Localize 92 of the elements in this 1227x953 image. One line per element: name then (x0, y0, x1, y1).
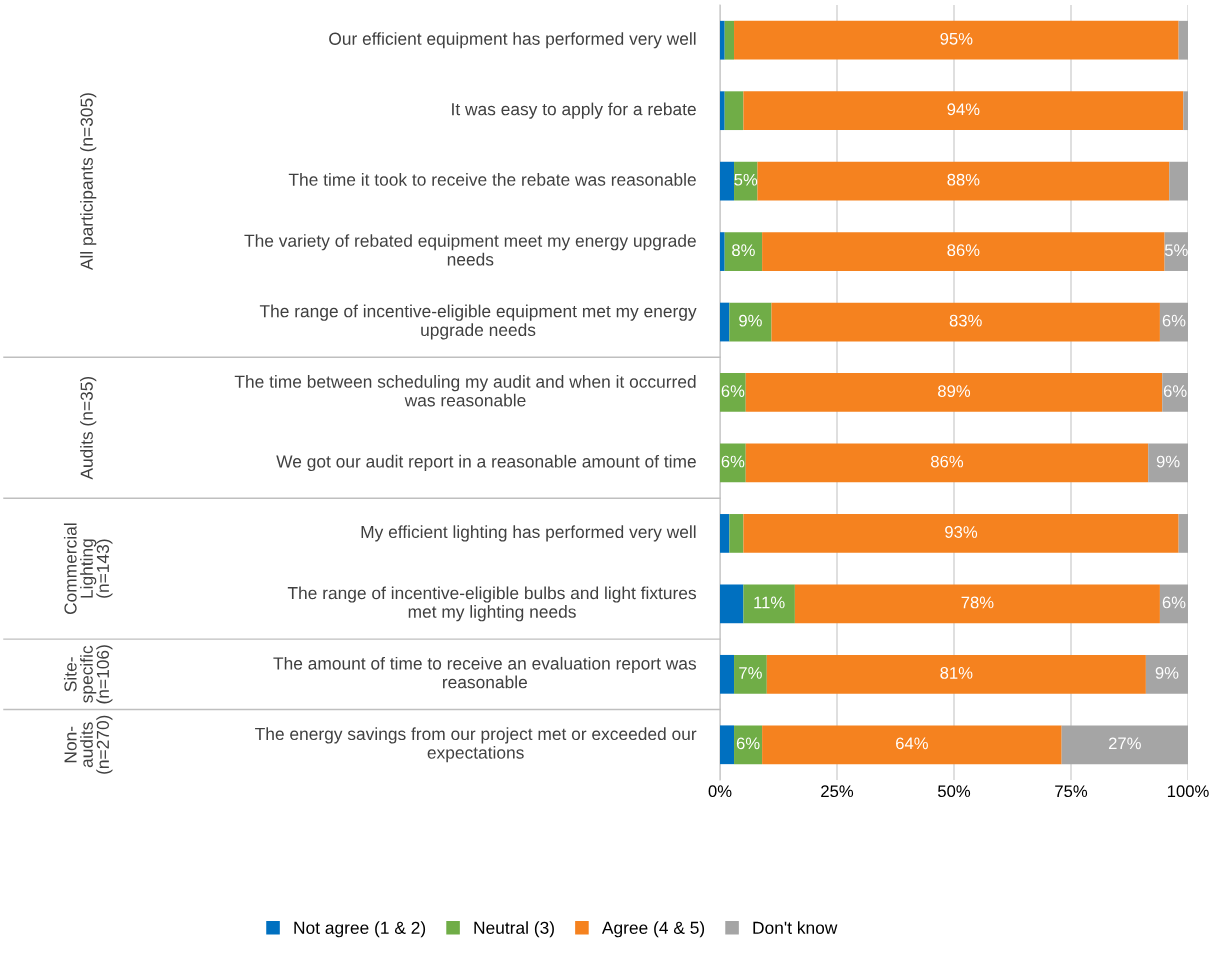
x-tick-label: 75% (1055, 785, 1088, 798)
bar (724, 20, 735, 60)
legend-label: Don't know (753, 921, 838, 934)
bar (720, 20, 725, 60)
bar (724, 91, 744, 131)
legend-label: Agree (4 & 5) (601, 921, 705, 938)
data-label: 94% (947, 103, 980, 116)
y-tick-label: The variety of rebated equipment meet my energy upgrade needs (244, 234, 696, 266)
data-label: 86% (931, 455, 964, 468)
x-tick-label: 50% (937, 785, 971, 798)
data-label: 7% (739, 667, 762, 679)
text: Audits (n=35) (80, 376, 97, 480)
bar (734, 725, 763, 765)
data-label: 6% (721, 385, 745, 397)
bar (734, 161, 758, 201)
bar (1178, 514, 1188, 553)
x-tick-label: 0% (708, 785, 732, 798)
data-label: 11% (754, 596, 785, 609)
bar (724, 232, 763, 271)
y-tick-label: The range of incentive-eligible equipment met my energy upgrade needs (259, 304, 697, 340)
bar (743, 514, 1179, 553)
data-label: 6% (721, 455, 745, 468)
data-label: 6% (736, 737, 760, 750)
data-label: 6% (1162, 596, 1186, 609)
data-label: 88% (947, 173, 980, 186)
data-label: 9% (1156, 455, 1180, 468)
bar (762, 232, 1165, 271)
bar (734, 654, 767, 694)
bar (734, 20, 1179, 60)
legend-label: Neutral (3) (474, 921, 554, 938)
data-label: 8% (732, 244, 755, 257)
y-tick-label: The time between scheduling my audit and when it occurred was reasonable (234, 375, 696, 407)
bar (743, 91, 1184, 131)
bar (757, 161, 1170, 201)
text: Non-audits (n=270) (64, 715, 113, 774)
y-tick-label: The energy savings from our project met or exceeded our expectations (255, 727, 697, 763)
bar (1148, 443, 1188, 483)
bar (745, 373, 1163, 412)
data-label: 95% (940, 32, 973, 45)
data-label: 64% (896, 737, 928, 750)
bar (729, 302, 772, 342)
data-label: 27% (1108, 737, 1141, 750)
bar (743, 584, 795, 624)
bar (1159, 302, 1188, 342)
bar (720, 654, 735, 694)
data-label: 93% (945, 526, 978, 538)
y-tick-label: The range of incentive-eligible bulbs and light fixtures met my lighting needs (287, 586, 696, 622)
bar (1159, 584, 1188, 624)
text: Site-specific (n=106) (63, 645, 113, 704)
bar (729, 514, 744, 553)
bar (1145, 654, 1188, 694)
y-tick-label: It was easy to apply for a rebate (452, 102, 696, 119)
data-label: 5% (1164, 244, 1188, 257)
y-tick-label: We got our audit report in a reasonable amount of time (276, 454, 696, 472)
bar (720, 373, 746, 412)
bar (771, 302, 1160, 342)
bar (720, 725, 735, 765)
bar (720, 232, 725, 271)
bar (1162, 373, 1188, 412)
bar (1183, 91, 1188, 131)
x-tick-label: 100% (1167, 785, 1209, 798)
text: All participants (n=305) (80, 93, 97, 271)
data-label: 86% (947, 244, 980, 257)
data-label: 9% (1155, 666, 1179, 679)
data-label: 78% (961, 596, 994, 609)
bar (794, 584, 1160, 624)
bar (720, 91, 725, 131)
bar (1061, 725, 1188, 765)
bar (720, 443, 746, 483)
y-tick-label: The amount of time to receive an evaluation report was reasonable (273, 656, 697, 689)
bar (1169, 161, 1188, 201)
bar (1178, 20, 1188, 60)
data-label: 81% (940, 666, 973, 679)
bar (766, 654, 1146, 694)
data-label: 83% (949, 314, 982, 327)
y-tick-label: My efficient lighting has performed very well (361, 525, 696, 542)
bar (762, 725, 1062, 765)
y-tick-label: Our efficient equipment has performed very well (329, 32, 696, 49)
x-tick-label: 25% (821, 785, 854, 798)
legend-label: Not agree (1 & 2) (294, 921, 426, 938)
data-label: 5% (734, 173, 758, 186)
data-label: 89% (938, 385, 971, 397)
text: Commercial Lighting (n=143) (63, 523, 113, 615)
bar (720, 302, 730, 342)
data-label: 9% (739, 314, 762, 327)
data-label: 6% (1162, 314, 1186, 327)
y-tick-label: The time it took to receive the rebate was reasonable (288, 173, 696, 186)
bar (720, 514, 730, 553)
data-label: 6% (1163, 385, 1187, 397)
bar (720, 584, 744, 624)
bar (745, 443, 1149, 483)
bar (720, 161, 735, 201)
